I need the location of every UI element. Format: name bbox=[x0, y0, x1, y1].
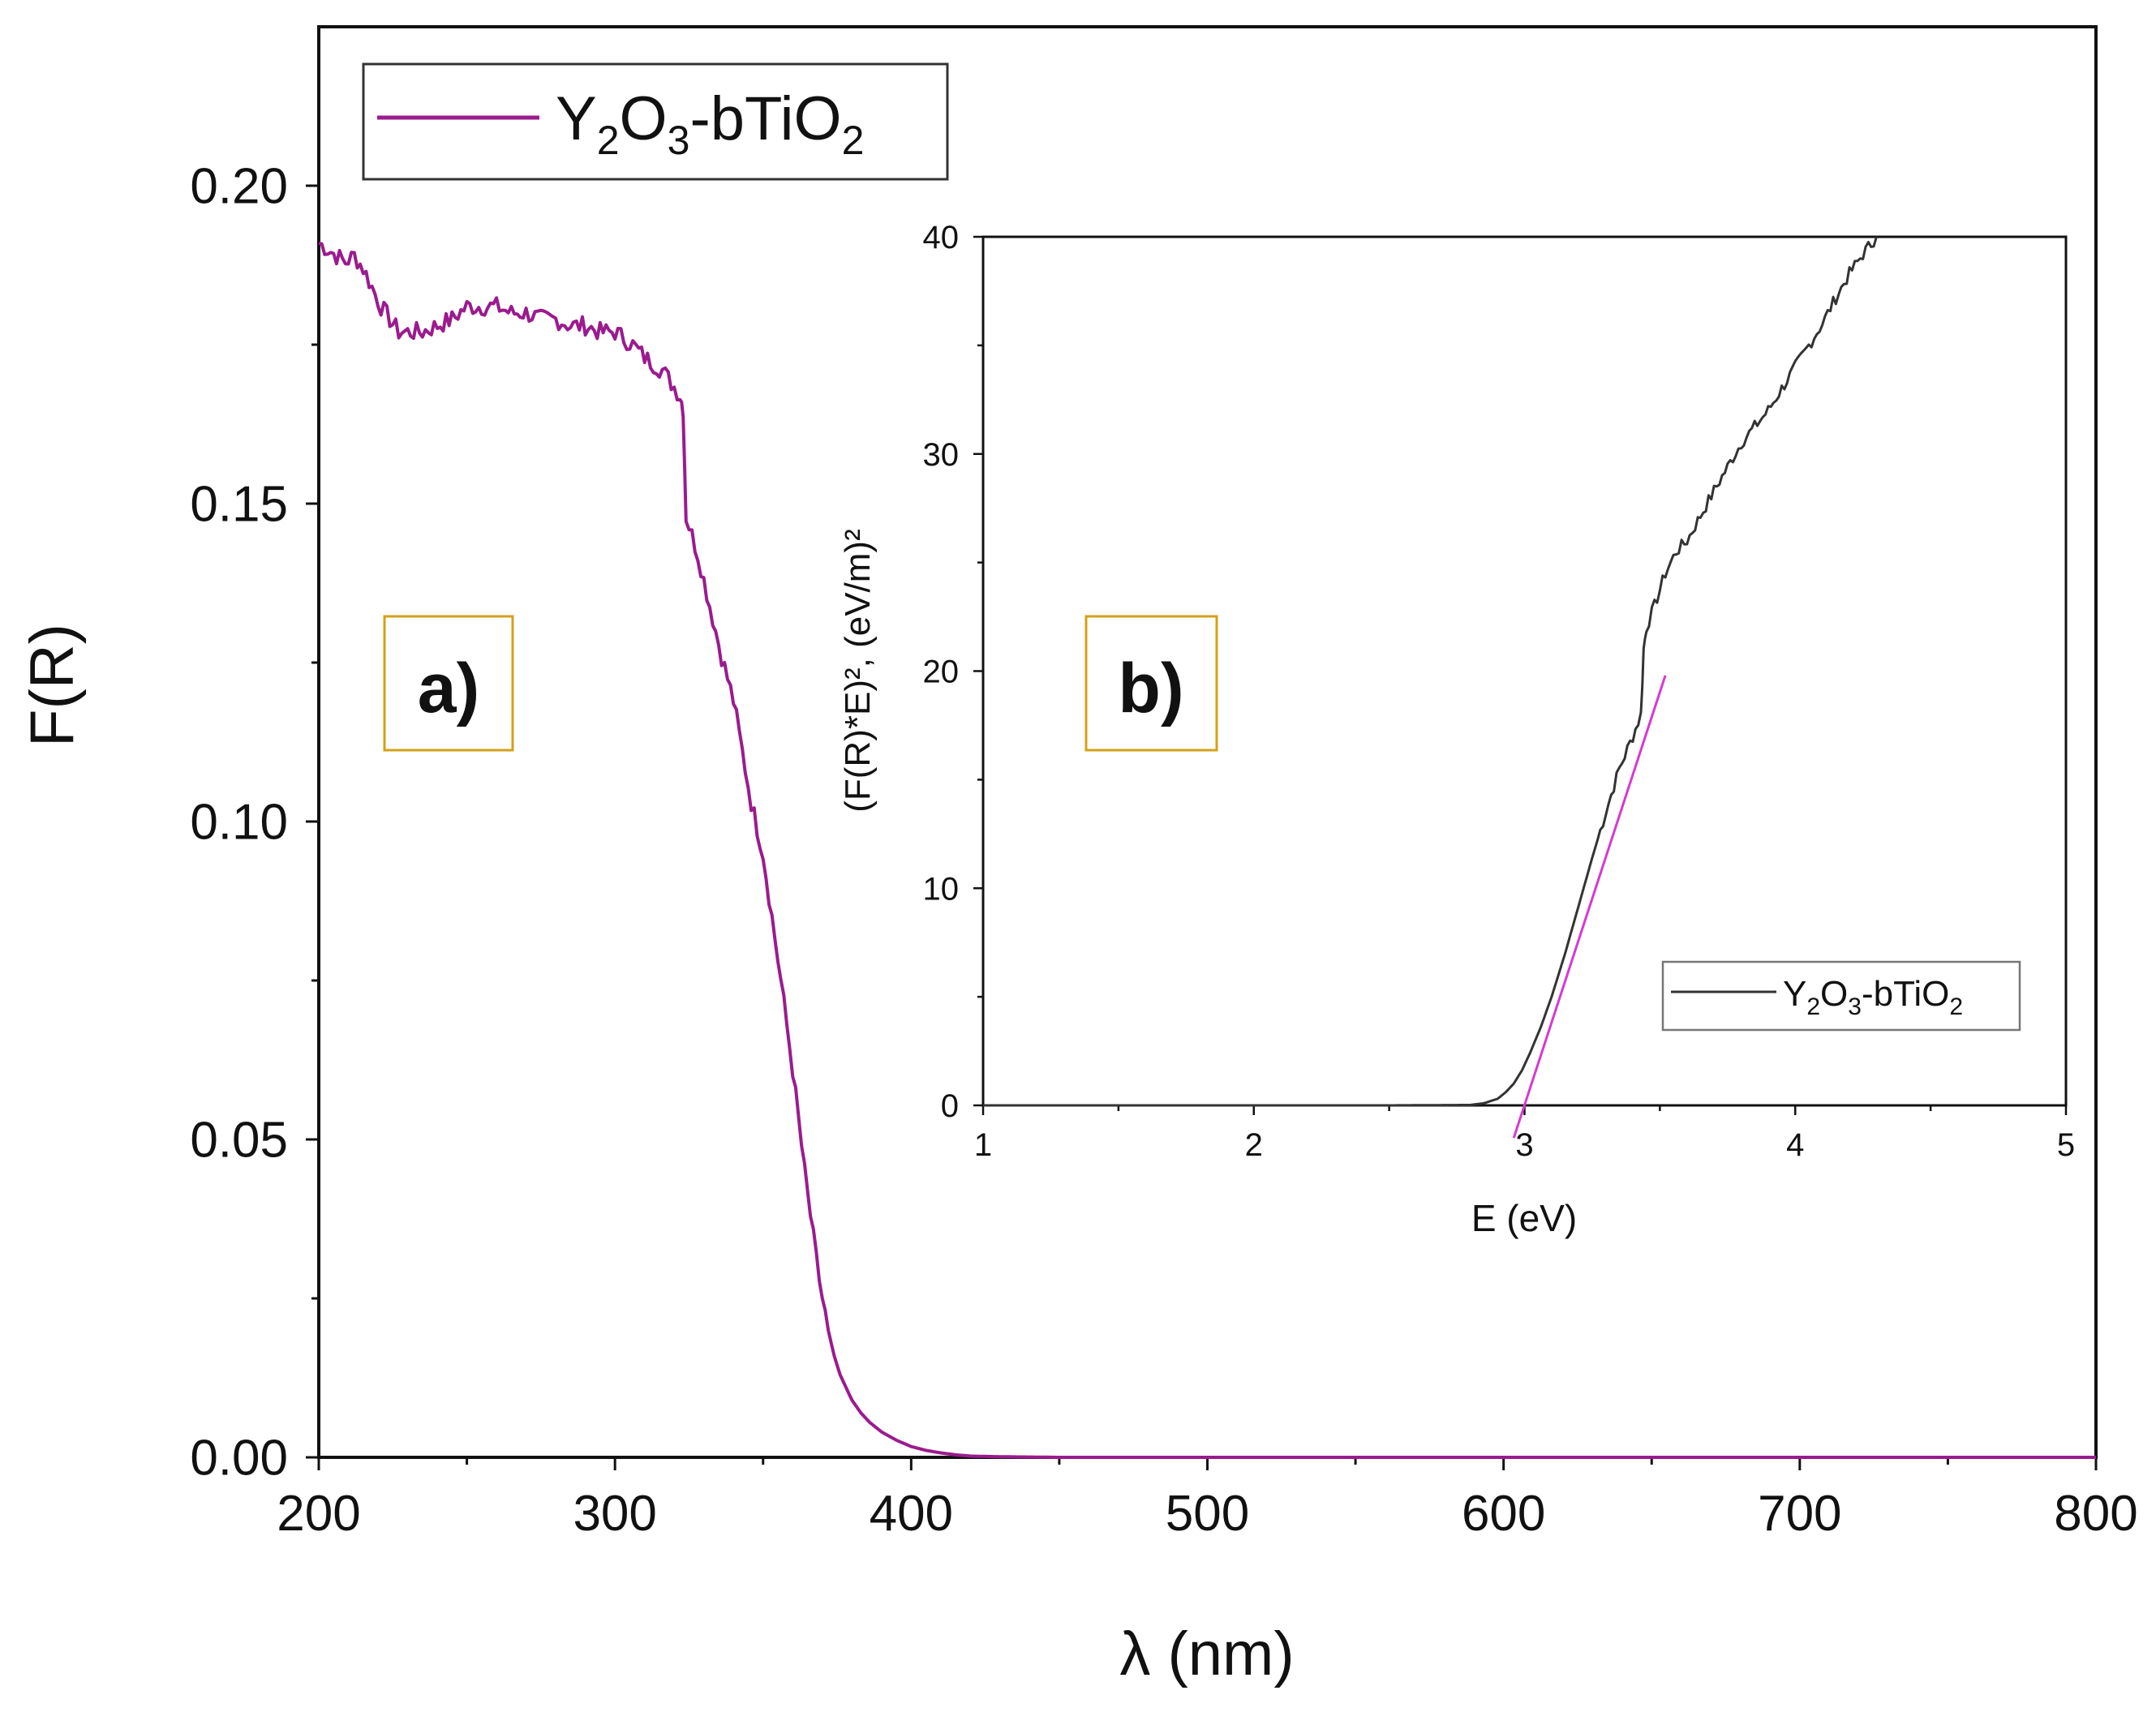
main-legend-box bbox=[362, 62, 949, 181]
inset-fit-line bbox=[1512, 675, 1667, 1139]
main-x-tick-label: 600 bbox=[1462, 1486, 1545, 1542]
inset-series-line bbox=[983, 236, 1878, 1107]
main-y-tick-label: 0.20 bbox=[190, 159, 288, 215]
main-plot: 200 300 400 500 600 700 800 0.000.050.100.150.… bbox=[18, 25, 2138, 1688]
main-x-tick-label: 200 bbox=[277, 1486, 360, 1542]
main-x-tick-label: 300 bbox=[573, 1486, 656, 1542]
panel-label-a-text: a) bbox=[418, 650, 479, 727]
inset-x-axis: 1 2 3 4 5 bbox=[974, 1105, 2075, 1163]
panel-label-b-text: b) bbox=[1118, 650, 1183, 727]
main-y-tick-label: 0.15 bbox=[190, 477, 288, 533]
inset-x-axis-label: E (eV) bbox=[1471, 1197, 1577, 1239]
main-y-axis: 0.00 0.05 0.10 0.15 0.20 bbox=[190, 159, 319, 1487]
main-x-tick-label: 800 bbox=[2054, 1486, 2137, 1542]
main-y-tick-label: 0.05 bbox=[190, 1113, 288, 1169]
main-legend-label: Y2O3-bTiO2 bbox=[556, 84, 864, 163]
inset-y-axis: 0 10 20 30 40 bbox=[923, 220, 983, 1124]
main-x-axis-label: λ (nm) bbox=[1119, 1620, 1294, 1688]
main-x-tick-label: 500 bbox=[1166, 1486, 1249, 1542]
inset-y-tick-label: 10 bbox=[923, 871, 960, 907]
inset-legend-box bbox=[1661, 960, 2021, 1032]
inset-x-tick-label: 5 bbox=[2057, 1127, 2075, 1163]
main-x-axis: 200 300 400 500 600 700 800 bbox=[277, 1457, 2138, 1542]
inset-y-tick-label: 20 bbox=[923, 654, 960, 690]
main-x-tick-label: 700 bbox=[1758, 1486, 1841, 1542]
inset-y-tick-label: 30 bbox=[923, 437, 960, 473]
inset-y-axis-label: (F(R)*E)², (eV/m)² bbox=[838, 529, 878, 813]
panel-label-a: a) bbox=[383, 615, 514, 752]
inset-x-tick-label: 4 bbox=[1786, 1127, 1804, 1163]
panel-label-b: b) bbox=[1084, 615, 1218, 752]
inset-plot: 1 2 3 4 5 0 10 20 30 40 E (eV) (F(R)*E)², (eV/m)… bbox=[838, 220, 2075, 1239]
inset-y-tick-label: 0 bbox=[941, 1088, 959, 1124]
inset-x-tick-label: 3 bbox=[1515, 1127, 1533, 1163]
main-y-tick-label: 0.10 bbox=[190, 795, 288, 851]
inset-x-tick-label: 2 bbox=[1245, 1127, 1263, 1163]
main-series-line bbox=[318, 241, 2096, 1459]
inset-legend-label: Y2O3-bTiO2 bbox=[1783, 974, 1963, 1020]
main-y-axis-label: F(R) bbox=[18, 624, 87, 747]
inset-x-tick-label: 1 bbox=[974, 1127, 992, 1163]
inset-plot-area bbox=[981, 235, 2068, 1107]
main-y-tick-label: 0.00 bbox=[190, 1431, 288, 1487]
panel-label-b-box bbox=[1084, 615, 1218, 752]
main-x-tick-label: 400 bbox=[870, 1486, 953, 1542]
inset-legend: Y2O3-bTiO2 bbox=[1661, 960, 2021, 1032]
inset-y-tick-label: 40 bbox=[923, 220, 960, 255]
main-legend: Y2O3-bTiO2 bbox=[362, 62, 949, 181]
panel-label-a-box bbox=[383, 615, 514, 752]
